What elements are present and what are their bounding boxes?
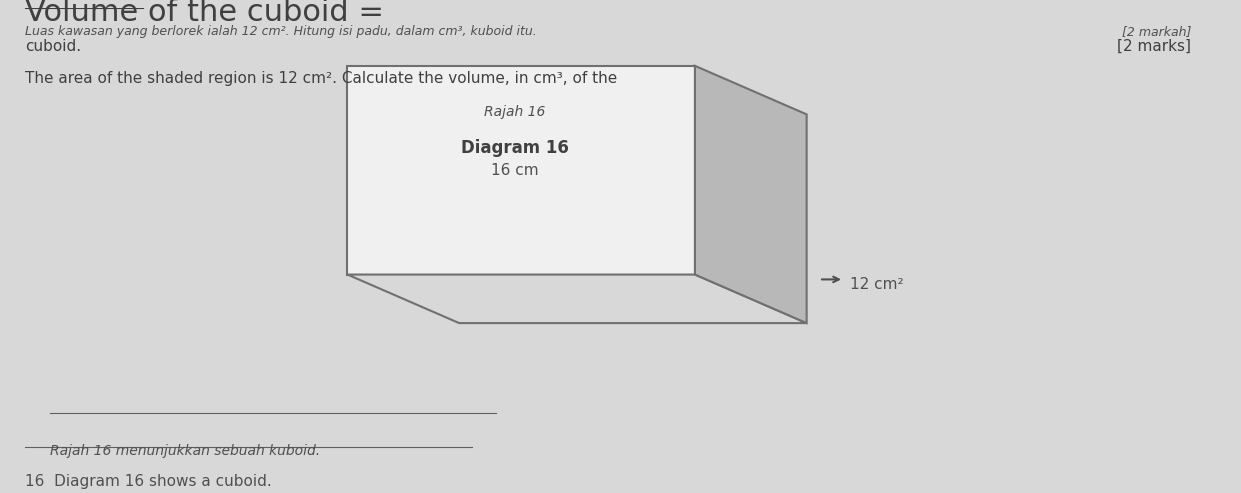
Text: 16  Diagram 16 shows a cuboid.: 16 Diagram 16 shows a cuboid.	[25, 474, 272, 489]
Text: 12 cm²: 12 cm²	[850, 277, 903, 292]
Text: 16 cm: 16 cm	[491, 163, 539, 178]
Text: cuboid.: cuboid.	[25, 39, 81, 54]
Text: [2 marks]: [2 marks]	[1117, 39, 1191, 54]
Text: The area of the shaded region is 12 cm². Calculate the volume, in cm³, of the: The area of the shaded region is 12 cm².…	[25, 70, 617, 86]
Text: Rajah 16 menunjukkan sebuah kuboid.: Rajah 16 menunjukkan sebuah kuboid.	[50, 445, 320, 458]
Polygon shape	[347, 275, 807, 323]
Polygon shape	[695, 66, 807, 323]
Text: Luas kawasan yang berlorek ialah 12 cm². Hitung isi padu, dalam cm³, kuboid itu.: Luas kawasan yang berlorek ialah 12 cm².…	[25, 25, 536, 37]
Text: Rajah 16: Rajah 16	[484, 105, 546, 119]
Text: [2 markah]: [2 markah]	[1122, 25, 1191, 37]
Text: Volume of the cuboid =: Volume of the cuboid =	[25, 0, 383, 27]
Polygon shape	[347, 66, 695, 275]
Text: Diagram 16: Diagram 16	[462, 139, 568, 157]
